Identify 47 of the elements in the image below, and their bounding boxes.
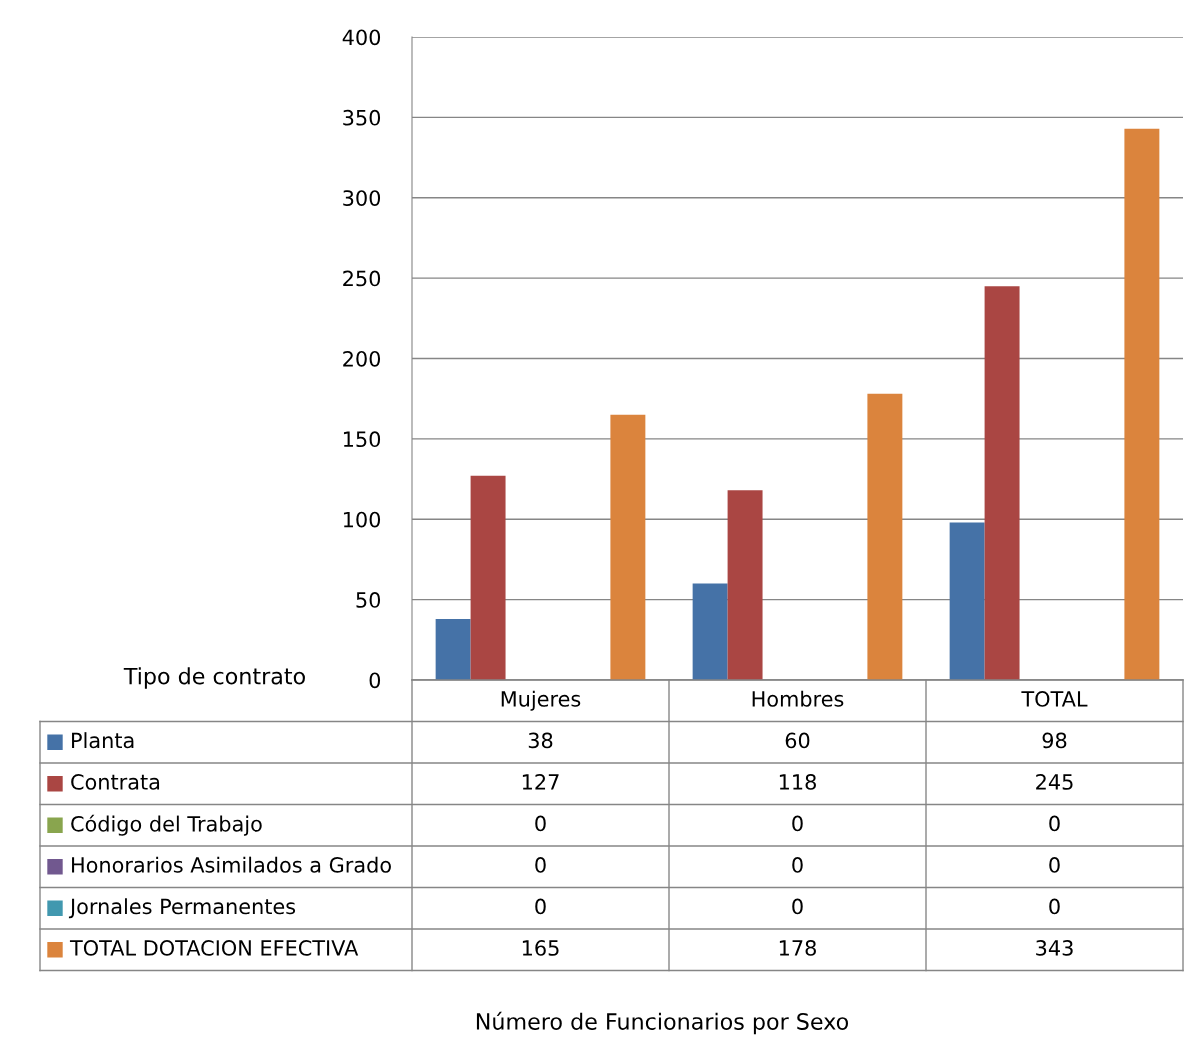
bar (984, 286, 1020, 680)
data-label: 0 (1049, 815, 1060, 832)
y-tick-label: 200 (343, 350, 381, 367)
y-tick-label: 250 (343, 270, 381, 287)
data-label: 0 (1049, 857, 1060, 873)
data-label: 0 (535, 898, 546, 915)
text: Número de Funcionarios por Sexo (476, 1011, 849, 1035)
legend-label: Jornales Permanentes (68, 898, 296, 919)
data-label: 98 (1042, 732, 1067, 749)
bar (949, 522, 985, 680)
data-label: 0 (535, 857, 546, 873)
data-label: 245 (1036, 774, 1073, 790)
bar (727, 490, 763, 680)
data-label: 178 (779, 940, 816, 956)
legend-label: Contrata (71, 774, 160, 790)
data-label: 0 (535, 815, 546, 832)
bar (1124, 128, 1160, 680)
bar (470, 475, 506, 680)
y-tick-label: 0 (369, 672, 381, 689)
data-label: 0 (792, 857, 803, 873)
data-label: 165 (522, 940, 559, 956)
bar (867, 393, 903, 680)
legend-title: Tipo de contrato (123, 667, 305, 689)
data-label: 127 (522, 774, 559, 790)
y-tick-label: 400 (342, 29, 381, 46)
x-tick-label: Mujeres (501, 690, 581, 711)
data-label: 0 (792, 815, 803, 832)
bar (435, 618, 471, 680)
legend-label: Honorarios Asimilados a Grado (72, 856, 391, 873)
data-label: 0 (792, 898, 803, 915)
bar (610, 414, 646, 680)
data-label: 0 (1049, 898, 1060, 915)
data-label: 118 (779, 774, 816, 790)
y-tick-label: 100 (343, 511, 381, 528)
data-label: 60 (785, 732, 810, 749)
y-tick-label: 300 (343, 190, 381, 206)
y-tick-label: 350 (343, 109, 381, 126)
data-label: 38 (528, 732, 553, 749)
x-tick-label: Hombres (752, 690, 844, 707)
legend-label: Código del Trabajo (71, 814, 262, 836)
data-label: 343 (1036, 940, 1073, 956)
y-tick-label: 150 (343, 431, 381, 448)
y-tick-label: 50 (356, 592, 381, 608)
x-tick-label: TOTAL (1021, 691, 1088, 707)
legend-label: TOTAL DOTACION EFECTIVA (69, 940, 359, 956)
legend-label: Planta (72, 732, 134, 749)
bar (692, 583, 728, 680)
